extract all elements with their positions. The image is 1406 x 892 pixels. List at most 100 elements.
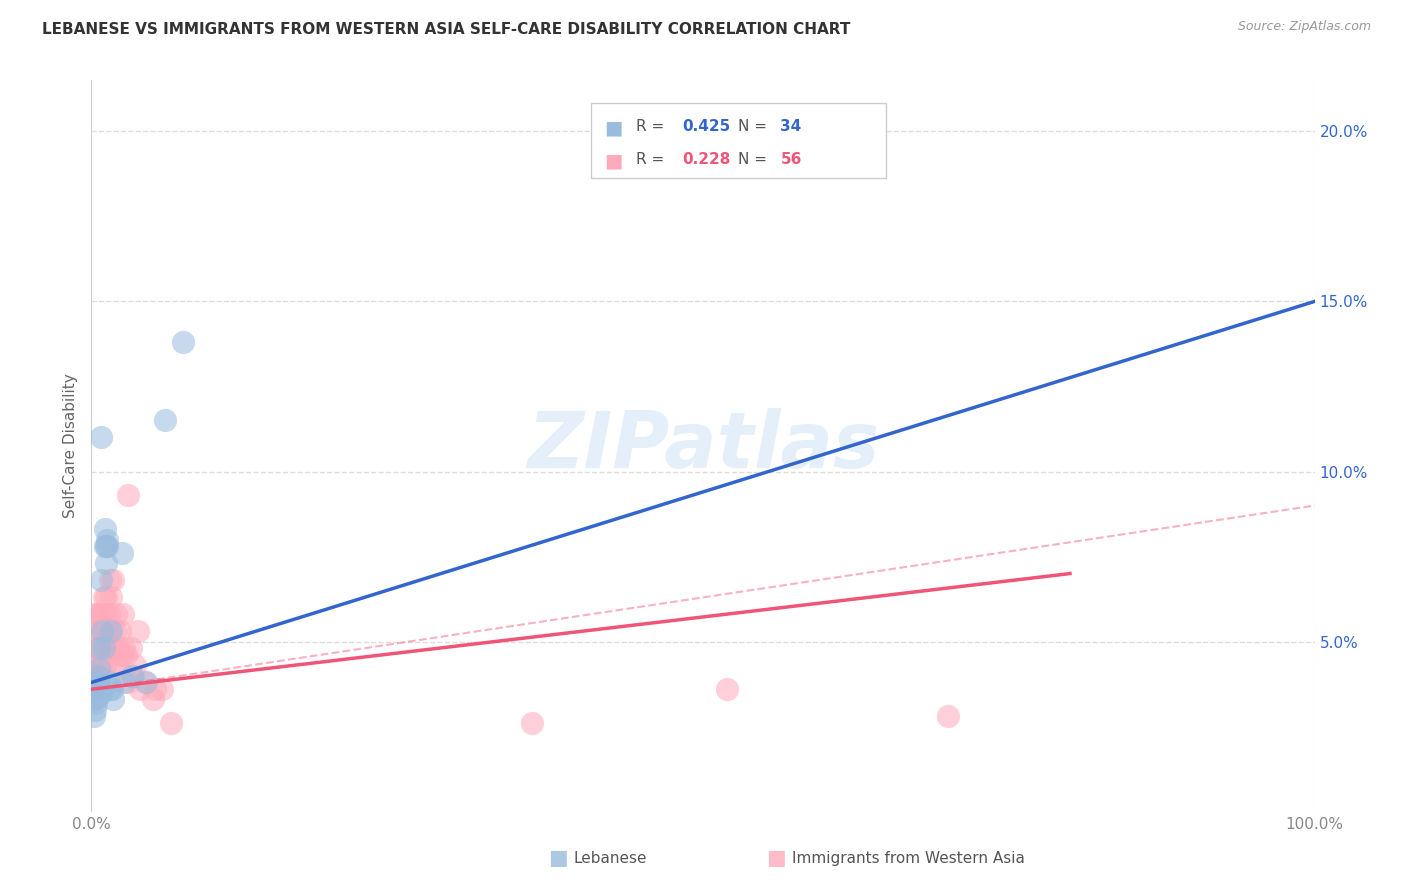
Point	[103, 574, 125, 588]
Point	[96, 533, 118, 547]
Text: ■: ■	[605, 119, 623, 137]
Point	[86, 689, 108, 703]
Point	[172, 335, 194, 350]
Point	[105, 658, 128, 673]
Y-axis label: Self-Care Disability: Self-Care Disability	[63, 374, 79, 518]
Point	[84, 658, 107, 673]
Point	[87, 668, 110, 682]
Point	[98, 574, 121, 588]
Point	[129, 682, 152, 697]
Point	[93, 591, 115, 605]
Text: 0.228: 0.228	[682, 152, 730, 167]
Point	[89, 658, 111, 673]
Text: Lebanese: Lebanese	[574, 851, 647, 865]
Point	[97, 675, 120, 690]
Point	[83, 607, 105, 622]
Point	[117, 675, 139, 690]
Point	[98, 682, 121, 697]
Point	[93, 641, 115, 656]
Point	[124, 658, 146, 673]
Point	[135, 675, 157, 690]
Point	[127, 624, 149, 639]
Point	[100, 624, 122, 639]
Point	[83, 709, 105, 723]
Point	[91, 624, 114, 639]
Text: LEBANESE VS IMMIGRANTS FROM WESTERN ASIA SELF-CARE DISABILITY CORRELATION CHART: LEBANESE VS IMMIGRANTS FROM WESTERN ASIA…	[42, 22, 851, 37]
Point	[82, 682, 104, 697]
Point	[87, 682, 110, 697]
Point	[94, 658, 117, 673]
Point	[150, 682, 173, 697]
Point	[91, 641, 114, 656]
Point	[160, 716, 183, 731]
Point	[98, 624, 121, 639]
Point	[82, 675, 104, 690]
Point	[97, 641, 120, 656]
Point	[90, 574, 112, 588]
Point	[120, 641, 142, 656]
Point	[86, 658, 108, 673]
Point	[153, 413, 176, 427]
Point	[94, 540, 117, 554]
Point	[94, 591, 117, 605]
Point	[96, 624, 118, 639]
Point	[103, 658, 125, 673]
Text: ZIPatlas: ZIPatlas	[527, 408, 879, 484]
Point	[96, 540, 118, 554]
Point	[112, 675, 135, 690]
Text: N =: N =	[738, 119, 772, 134]
Point	[716, 682, 738, 697]
Point	[94, 557, 117, 571]
Point	[86, 668, 108, 682]
Point	[141, 692, 163, 706]
Point	[100, 591, 122, 605]
Point	[83, 692, 105, 706]
Text: Source: ZipAtlas.com: Source: ZipAtlas.com	[1237, 20, 1371, 33]
Text: ■: ■	[548, 848, 568, 868]
Point	[90, 686, 112, 700]
Point	[87, 641, 110, 656]
Point	[84, 696, 107, 710]
Point	[91, 607, 114, 622]
Point	[107, 641, 129, 656]
Point	[112, 641, 135, 656]
Point	[520, 716, 543, 731]
Point	[89, 682, 111, 697]
Point	[84, 624, 107, 639]
Point	[89, 607, 111, 622]
Point	[936, 709, 959, 723]
Point	[134, 675, 156, 690]
Point	[104, 607, 127, 622]
Text: Immigrants from Western Asia: Immigrants from Western Asia	[792, 851, 1025, 865]
Point	[93, 624, 115, 639]
Point	[101, 641, 124, 656]
Point	[104, 624, 127, 639]
Point	[84, 682, 107, 697]
Point	[111, 546, 134, 560]
Point	[121, 668, 143, 682]
Point	[101, 682, 124, 697]
Text: 56: 56	[780, 152, 801, 167]
Point	[114, 648, 136, 663]
Text: R =: R =	[636, 119, 669, 134]
Text: N =: N =	[738, 152, 772, 167]
Point	[83, 641, 105, 656]
Point	[86, 641, 108, 656]
Point	[84, 692, 107, 706]
Point	[97, 607, 120, 622]
Point	[94, 641, 117, 656]
Point	[87, 662, 110, 676]
Point	[90, 658, 112, 673]
Text: ■: ■	[605, 152, 623, 170]
Point	[122, 668, 145, 682]
Point	[90, 624, 112, 639]
Point	[117, 488, 139, 502]
Point	[94, 607, 117, 622]
Point	[112, 607, 135, 622]
Point	[90, 430, 112, 444]
Text: 34: 34	[780, 119, 801, 134]
Point	[103, 692, 125, 706]
Text: 0.425: 0.425	[682, 119, 730, 134]
Point	[84, 607, 107, 622]
Point	[84, 703, 107, 717]
